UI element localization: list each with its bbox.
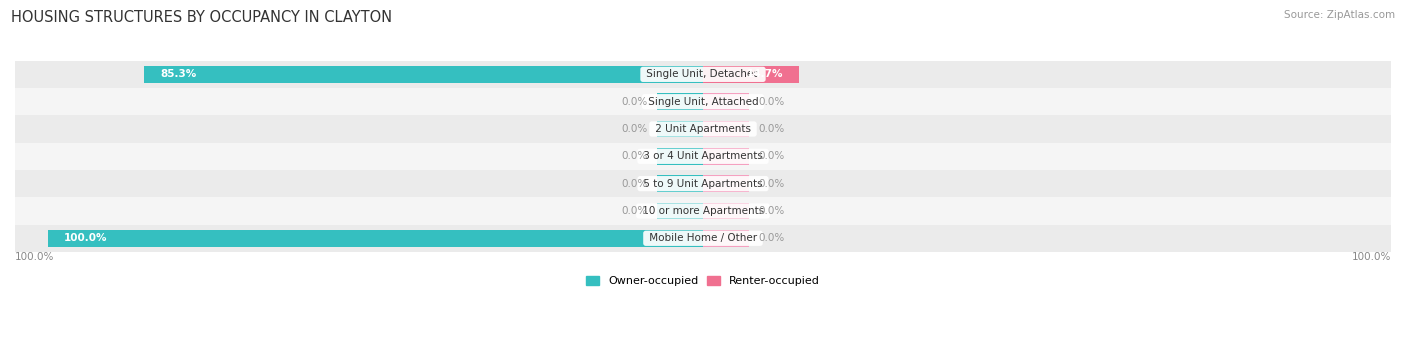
Text: 0.0%: 0.0%	[759, 206, 785, 216]
Bar	[657, 120, 703, 137]
Text: 0.0%: 0.0%	[621, 124, 647, 134]
Text: Single Unit, Detached: Single Unit, Detached	[643, 69, 763, 79]
Text: 0.0%: 0.0%	[621, 151, 647, 161]
Text: Mobile Home / Other: Mobile Home / Other	[645, 233, 761, 243]
Legend: Owner-occupied, Renter-occupied: Owner-occupied, Renter-occupied	[581, 271, 825, 291]
Bar	[703, 66, 800, 83]
Bar	[703, 230, 749, 247]
Text: 0.0%: 0.0%	[759, 151, 785, 161]
Text: Single Unit, Attached: Single Unit, Attached	[644, 97, 762, 107]
Bar	[0, 170, 1406, 197]
Text: 0.0%: 0.0%	[621, 206, 647, 216]
Bar	[657, 203, 703, 220]
Bar	[0, 88, 1406, 115]
Text: 10 or more Apartments: 10 or more Apartments	[638, 206, 768, 216]
Bar	[0, 61, 1406, 88]
Bar	[703, 93, 749, 110]
Text: 100.0%: 100.0%	[65, 233, 108, 243]
Text: 5 to 9 Unit Apartments: 5 to 9 Unit Apartments	[640, 179, 766, 189]
Bar	[0, 143, 1406, 170]
Text: 14.7%: 14.7%	[747, 69, 783, 79]
Text: 85.3%: 85.3%	[160, 69, 197, 79]
Text: HOUSING STRUCTURES BY OCCUPANCY IN CLAYTON: HOUSING STRUCTURES BY OCCUPANCY IN CLAYT…	[11, 10, 392, 25]
Bar	[703, 175, 749, 192]
Bar	[703, 203, 749, 220]
Bar	[0, 115, 1406, 143]
Text: 3 or 4 Unit Apartments: 3 or 4 Unit Apartments	[640, 151, 766, 161]
Text: 0.0%: 0.0%	[759, 124, 785, 134]
Bar	[48, 230, 703, 247]
Bar	[0, 197, 1406, 225]
Bar	[703, 148, 749, 165]
Bar	[657, 148, 703, 165]
Text: 0.0%: 0.0%	[621, 179, 647, 189]
Text: 0.0%: 0.0%	[621, 97, 647, 107]
Bar	[143, 66, 703, 83]
Text: 100.0%: 100.0%	[15, 252, 55, 262]
Text: 0.0%: 0.0%	[759, 179, 785, 189]
Text: 0.0%: 0.0%	[759, 97, 785, 107]
Text: 0.0%: 0.0%	[759, 233, 785, 243]
Bar	[0, 225, 1406, 252]
Bar	[657, 93, 703, 110]
Bar	[703, 120, 749, 137]
Bar	[657, 175, 703, 192]
Text: 2 Unit Apartments: 2 Unit Apartments	[652, 124, 754, 134]
Text: 100.0%: 100.0%	[1351, 252, 1391, 262]
Text: Source: ZipAtlas.com: Source: ZipAtlas.com	[1284, 10, 1395, 20]
